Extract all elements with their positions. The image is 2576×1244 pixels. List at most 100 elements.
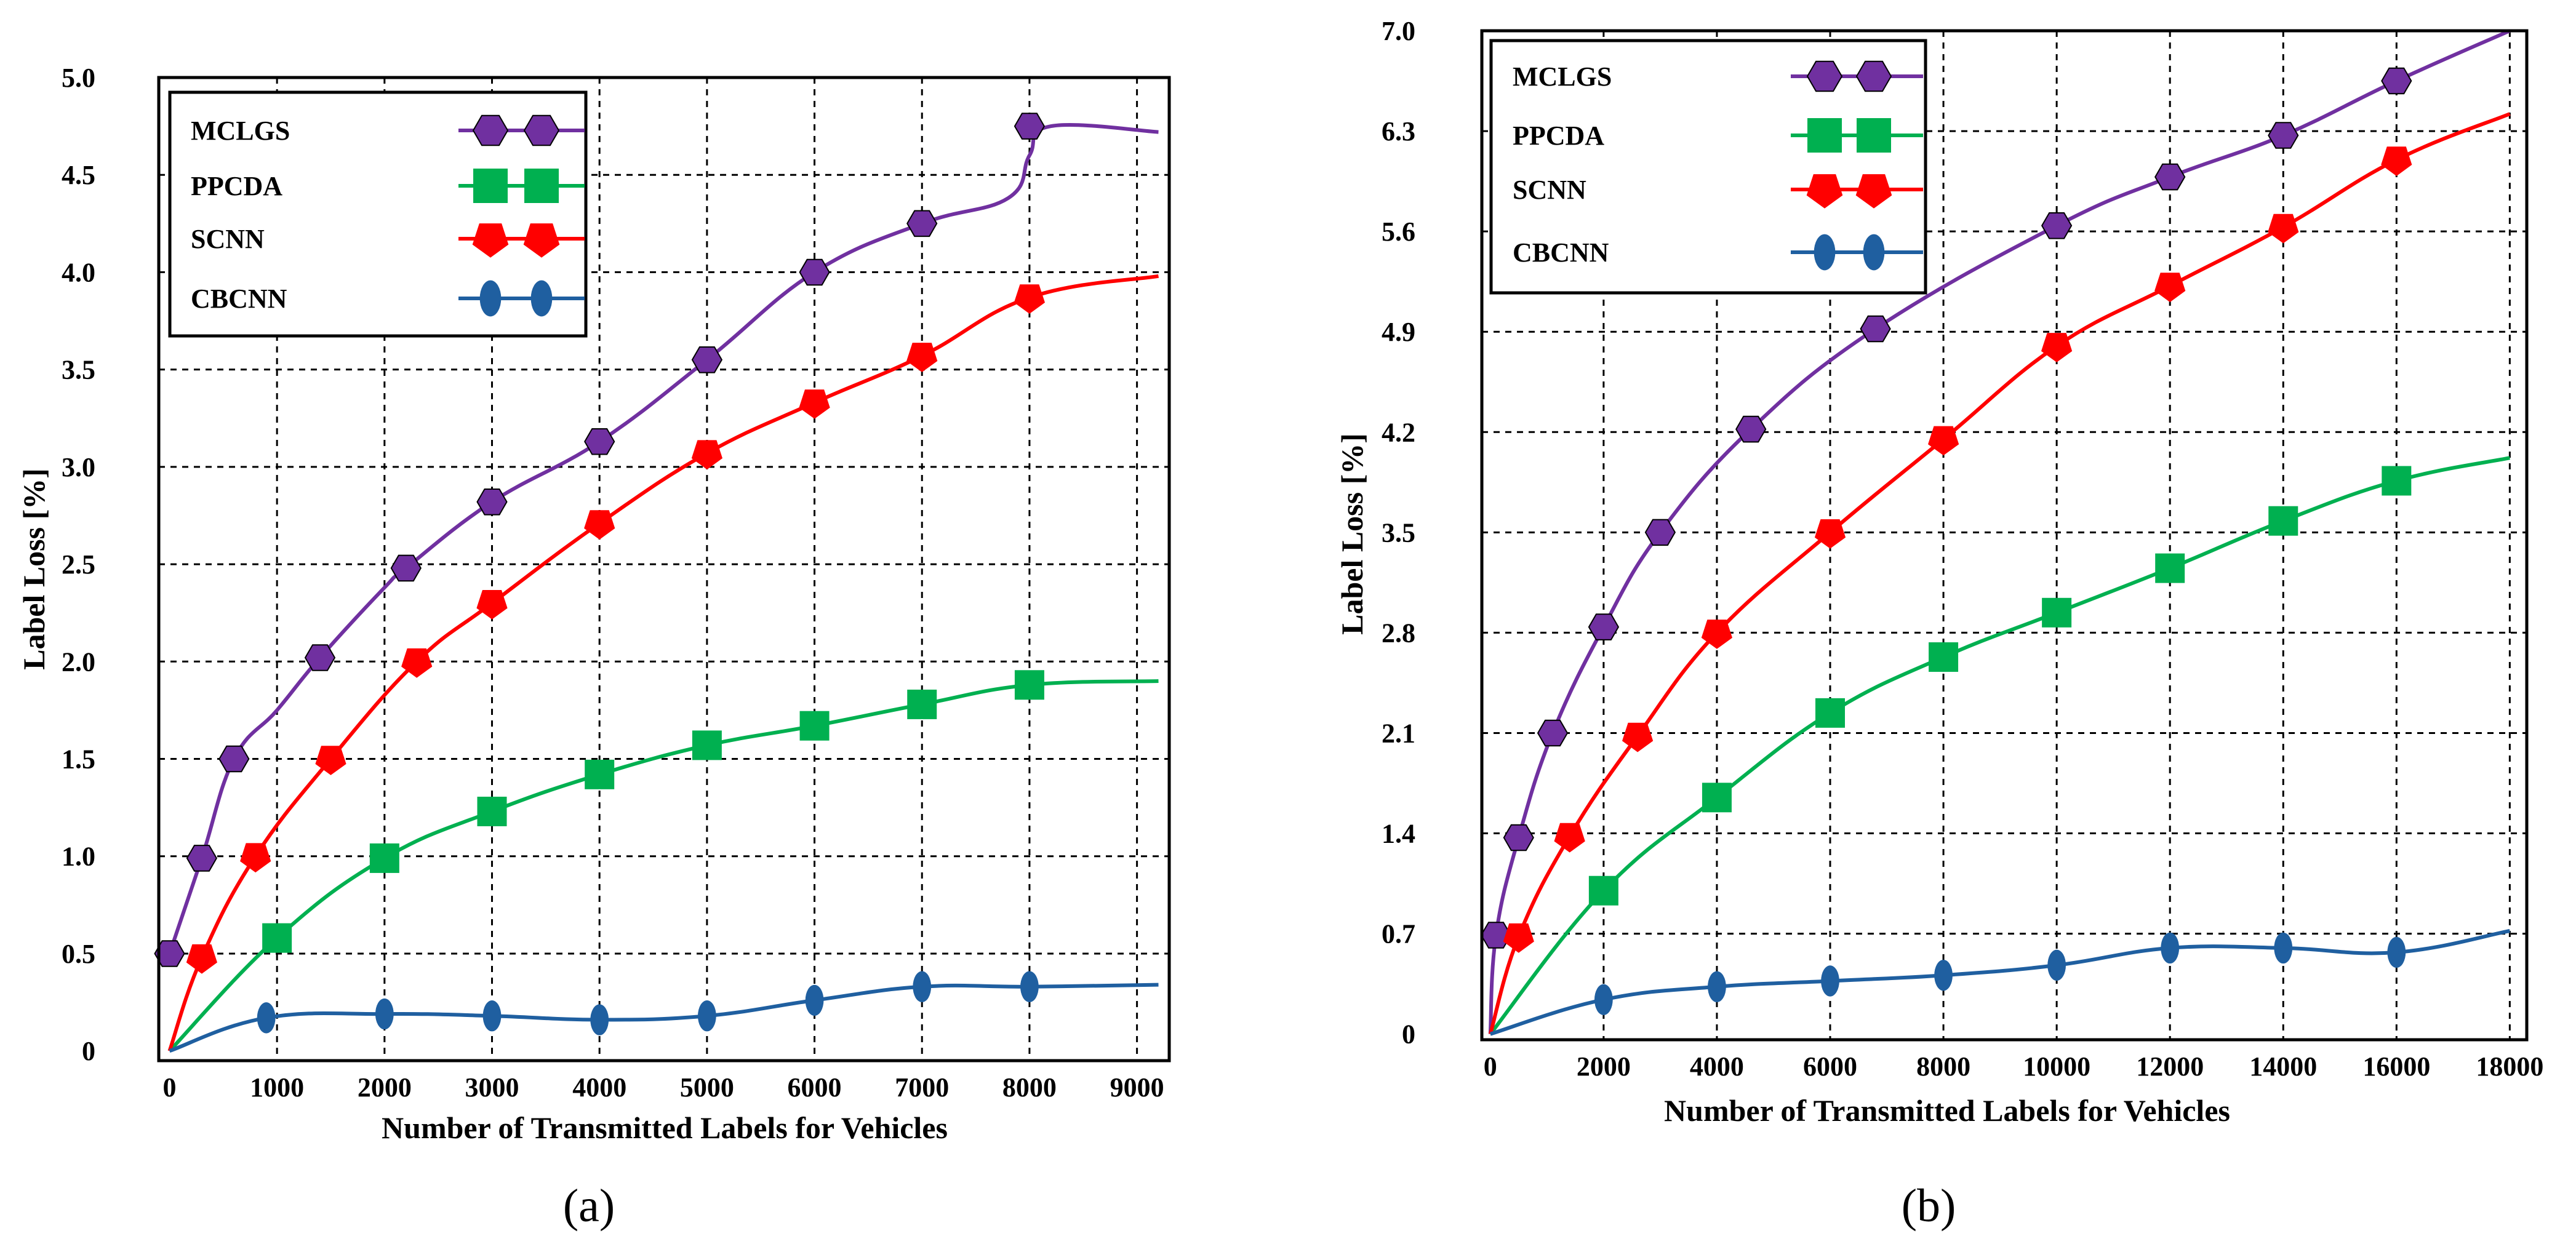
y-tick-label: 3.5 bbox=[62, 355, 95, 385]
data-point-ppcda bbox=[692, 730, 722, 760]
data-point-ppcda bbox=[1014, 670, 1044, 700]
data-point-mclgs bbox=[1537, 719, 1569, 747]
data-point-cbcnn bbox=[2047, 949, 2066, 981]
data-point-mclgs bbox=[2268, 122, 2299, 149]
data-point-mclgs bbox=[2041, 212, 2073, 239]
y-tick-label: 3.5 bbox=[1382, 517, 1415, 548]
data-point-cbcnn bbox=[2161, 932, 2180, 964]
y-axis-label-a: Label Loss [%] bbox=[17, 468, 51, 670]
x-tick-label: 14000 bbox=[2249, 1051, 2317, 1082]
data-point-scnn bbox=[2041, 333, 2073, 362]
x-tick-label: 10000 bbox=[2023, 1051, 2090, 1082]
legend-label-cbcnn: CBCNN bbox=[1513, 237, 1609, 268]
y-tick-label: 4.5 bbox=[62, 160, 95, 190]
legend-marker-scnn bbox=[523, 223, 560, 258]
y-axis-label-b: Label Loss [%] bbox=[1335, 433, 1369, 635]
legend-marker-mclgs bbox=[1806, 60, 1843, 92]
series-line-mclgs bbox=[167, 123, 1159, 954]
series-line-ppcda bbox=[1489, 456, 2510, 1035]
x-tick-label: 3000 bbox=[465, 1072, 519, 1102]
series-line-cbcnn bbox=[1489, 929, 2510, 1036]
x-tick-label: 9000 bbox=[1110, 1072, 1164, 1102]
y-tick-label: 6.3 bbox=[1382, 116, 1415, 146]
legend-marker-cbcnn bbox=[530, 280, 553, 317]
data-point-ppcda bbox=[799, 711, 830, 741]
caption-a: (a) bbox=[563, 1180, 615, 1232]
data-point-cbcnn bbox=[1020, 971, 1039, 1002]
data-point-mclgs bbox=[476, 488, 508, 516]
data-point-mclgs bbox=[1014, 113, 1046, 140]
data-point-mclgs bbox=[1735, 415, 1767, 443]
y-tick-label: 4.2 bbox=[1382, 417, 1415, 447]
x-tick-label: 1000 bbox=[250, 1072, 304, 1102]
data-point-ppcda bbox=[1929, 642, 1959, 672]
data-point-scnn bbox=[906, 343, 938, 372]
x-tick-label: 6000 bbox=[1803, 1051, 1857, 1082]
data-point-cbcnn bbox=[1708, 971, 1726, 1003]
data-point-mclgs bbox=[1860, 315, 1891, 343]
legend-label-ppcda: PPCDA bbox=[191, 171, 282, 201]
y-tick-label: 7.0 bbox=[1382, 16, 1415, 46]
legend-marker-scnn bbox=[472, 223, 509, 258]
data-point-mclgs bbox=[906, 210, 938, 237]
data-point-mclgs bbox=[1588, 613, 1620, 640]
ticks-b: 0 2000 4000 6000 8000 10000 12000 14000 16000 180… bbox=[1382, 16, 2543, 1082]
data-point-ppcda bbox=[477, 796, 507, 826]
y-tick-label: 0 bbox=[82, 1036, 95, 1066]
data-point-ppcda bbox=[262, 923, 292, 953]
y-tick-label: 4.9 bbox=[1382, 317, 1415, 347]
data-point-cbcnn bbox=[913, 971, 932, 1002]
legend-label-scnn: SCNN bbox=[1513, 175, 1586, 205]
x-tick-label: 2000 bbox=[1577, 1051, 1631, 1082]
data-point-scnn bbox=[799, 389, 830, 419]
x-tick-label: 8000 bbox=[1002, 1072, 1057, 1102]
data-point-ppcda bbox=[1815, 698, 1845, 728]
y-tick-label: 2.5 bbox=[62, 549, 95, 580]
data-point-mclgs bbox=[691, 346, 723, 373]
legend-marker-cbcnn bbox=[1863, 234, 1885, 271]
data-point-scnn bbox=[1928, 426, 1959, 456]
legend-b: MCLGS PPCDA SCNN CBCNN bbox=[1489, 39, 1927, 295]
data-point-scnn bbox=[315, 746, 346, 775]
y-tick-label: 1.4 bbox=[1382, 819, 1415, 849]
y-tick-label: 0.5 bbox=[62, 939, 95, 969]
legend-marker-cbcnn bbox=[1814, 234, 1836, 271]
x-tick-label: 4000 bbox=[572, 1072, 626, 1102]
legend-marker-mclgs bbox=[1855, 60, 1892, 92]
data-point-mclgs bbox=[1644, 519, 1676, 546]
y-tick-label: 0 bbox=[1402, 1019, 1415, 1050]
y-tick-label: 1.5 bbox=[62, 744, 95, 775]
data-point-scnn bbox=[476, 590, 508, 620]
data-point-mclgs bbox=[218, 745, 250, 773]
chart-panel-b: 0 2000 4000 6000 8000 10000 12000 14000 16000 180… bbox=[1335, 16, 2543, 1232]
y-tick-label: 5.0 bbox=[62, 63, 95, 93]
legend-marker-ppcda bbox=[473, 169, 508, 203]
legend-label-ppcda: PPCDA bbox=[1513, 121, 1604, 151]
data-point-cbcnn bbox=[2387, 936, 2406, 968]
data-point-scnn bbox=[1814, 519, 1846, 549]
data-point-cbcnn bbox=[257, 1002, 276, 1034]
data-point-mclgs bbox=[2381, 67, 2412, 95]
y-tick-label: 5.6 bbox=[1382, 217, 1415, 247]
legend-marker-ppcda bbox=[1857, 118, 1891, 153]
data-point-mclgs bbox=[2154, 163, 2186, 191]
data-point-cbcnn bbox=[375, 998, 394, 1030]
data-point-scnn bbox=[584, 510, 615, 540]
legend-marker-scnn bbox=[1806, 174, 1843, 209]
data-point-scnn bbox=[1622, 722, 1654, 752]
data-point-scnn bbox=[2154, 273, 2186, 303]
data-point-mclgs bbox=[799, 258, 830, 286]
data-point-mclgs bbox=[154, 940, 185, 967]
ticks-a: 0 1000 2000 3000 4000 5000 6000 7000 8000 9000 0 0.… bbox=[62, 63, 1164, 1102]
data-point-scnn bbox=[186, 944, 217, 974]
data-point-ppcda bbox=[2155, 553, 2185, 583]
caption-b: (b) bbox=[1902, 1180, 1956, 1232]
x-tick-label: 0 bbox=[1484, 1051, 1497, 1082]
data-point-ppcda bbox=[369, 843, 399, 873]
legend-a: MCLGS PPCDA SCNN CBCNN bbox=[168, 90, 588, 338]
x-tick-label: 8000 bbox=[1916, 1051, 1970, 1082]
data-point-ppcda bbox=[907, 689, 937, 719]
x-tick-label: 18000 bbox=[2476, 1051, 2543, 1082]
data-point-scnn bbox=[1014, 284, 1045, 314]
series-line-cbcnn bbox=[169, 983, 1159, 1053]
